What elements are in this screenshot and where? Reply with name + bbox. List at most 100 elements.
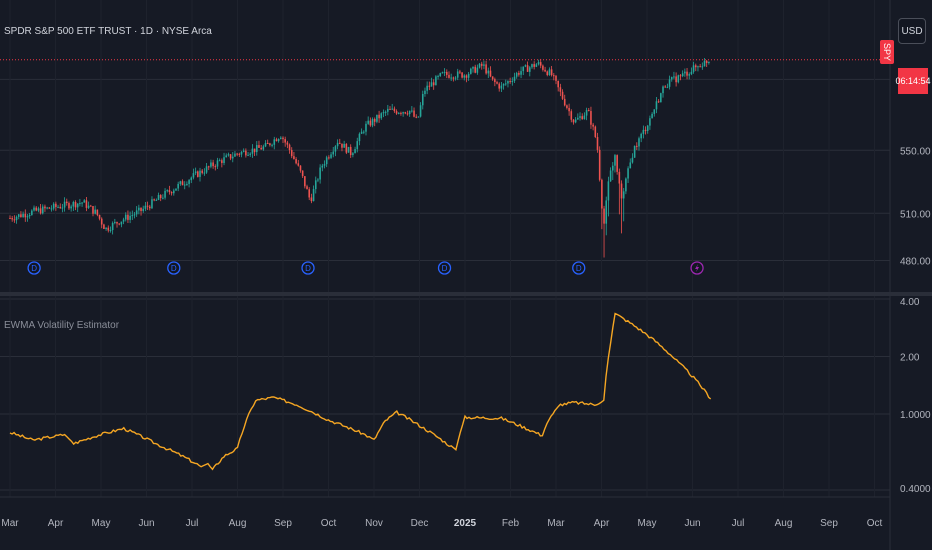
- candle-body: [131, 215, 134, 217]
- candle-body: [349, 146, 352, 156]
- candle-body: [28, 214, 31, 217]
- candle-body: [454, 77, 457, 79]
- price-candles: [9, 58, 710, 258]
- volatility-axis-ticks: 4.00 2.00 1.0000 0.4000: [900, 297, 931, 495]
- indicator-legend[interactable]: EWMA Volatility Estimator: [4, 320, 119, 331]
- candle-body: [140, 207, 142, 212]
- pane-separator[interactable]: [0, 292, 932, 296]
- dividend-D-circle-icon: [301, 261, 315, 275]
- candle-body: [166, 190, 169, 192]
- candle-body: [190, 177, 193, 181]
- candle-body: [177, 183, 179, 189]
- time-tick-label: Mar: [1, 518, 19, 529]
- candle-body: [22, 213, 24, 218]
- candle-body: [297, 163, 300, 166]
- candle-body: [681, 73, 684, 77]
- candle-body: [65, 201, 68, 204]
- candle-body: [15, 216, 18, 221]
- candle-body: [306, 186, 308, 190]
- candle-body: [61, 207, 64, 209]
- candle-body: [201, 170, 203, 173]
- candle-body: [708, 61, 710, 64]
- bar-countdown-label: 06:14:54: [895, 68, 931, 94]
- price-tick-label: 480.00: [900, 257, 931, 268]
- candle-body: [105, 227, 107, 230]
- candle-body: [129, 215, 131, 220]
- candle-body: [644, 129, 647, 131]
- time-axis-ticks: Mar Apr May Jun Jul Aug Sep Oct Nov Dec 2025 Feb Mar…: [1, 518, 882, 529]
- currency-button[interactable]: USD: [898, 18, 926, 44]
- candle-body: [555, 75, 557, 81]
- candle-body: [288, 144, 291, 151]
- candle-body: [70, 206, 72, 209]
- candle-body: [24, 213, 27, 218]
- time-tick-label: Jun: [138, 518, 154, 529]
- candle-body: [197, 171, 199, 177]
- candle-body: [207, 166, 210, 168]
- candle-body: [282, 137, 284, 140]
- candle-body: [173, 190, 175, 194]
- candle-body: [39, 208, 42, 214]
- candle-body: [330, 154, 332, 158]
- volatility-pane-gridlines: [0, 296, 890, 497]
- candle-body: [684, 71, 686, 74]
- price-axis-ticks: 550.00 510.00 480.00: [900, 146, 931, 267]
- candle-body: [245, 150, 247, 156]
- candle-body: [382, 112, 385, 114]
- candle-body: [153, 199, 155, 201]
- candle-body: [275, 139, 278, 142]
- candle-body: [598, 149, 601, 180]
- candle-body: [103, 224, 105, 230]
- candle-body: [491, 76, 494, 80]
- time-tick-label: 2025: [454, 518, 477, 529]
- candle-body: [183, 184, 186, 186]
- candle-body: [264, 142, 267, 147]
- candle-body: [314, 180, 317, 190]
- candle-body: [636, 145, 638, 147]
- candle-body: [159, 195, 162, 198]
- candle-body: [57, 206, 59, 208]
- candle-body: [319, 167, 321, 180]
- candle-body: [293, 156, 295, 160]
- candle-body: [301, 170, 304, 177]
- candle-body: [533, 64, 535, 67]
- time-tick-label: Jun: [684, 518, 700, 529]
- candle-body: [280, 137, 282, 139]
- candle-body: [360, 131, 363, 134]
- candle-body: [328, 157, 330, 159]
- candle-body: [675, 76, 677, 83]
- candle-body: [509, 81, 511, 83]
- candle-body: [677, 75, 680, 83]
- candle-body: [660, 93, 662, 103]
- candle-body: [697, 66, 699, 68]
- candle-body: [363, 131, 365, 133]
- candle-body: [487, 70, 490, 74]
- candle-body: [590, 111, 592, 125]
- candle-body: [666, 86, 669, 88]
- candle-body: [290, 150, 293, 157]
- candle-body: [446, 71, 448, 75]
- time-tick-label: Sep: [274, 518, 292, 529]
- candle-body: [118, 223, 120, 225]
- candle-body: [253, 148, 256, 153]
- time-tick-label: Dec: [411, 518, 429, 529]
- candle-body: [338, 142, 341, 144]
- candle-body: [476, 67, 479, 73]
- candle-body: [384, 111, 387, 113]
- candle-body: [358, 133, 361, 142]
- candle-body: [668, 79, 671, 87]
- candle-body: [664, 86, 666, 88]
- candle-body: [568, 107, 570, 112]
- candle-body: [251, 148, 254, 154]
- candle-body: [92, 206, 94, 214]
- candle-body: [17, 214, 20, 217]
- candle-body: [539, 62, 542, 66]
- candle-body: [518, 73, 520, 75]
- candle-body: [124, 214, 127, 220]
- symbol-legend[interactable]: SPDR S&P 500 ETF TRUST · 1D · NYSE Arca: [4, 26, 212, 37]
- candle-body: [205, 166, 208, 173]
- candle-body: [417, 116, 420, 118]
- candle-body: [524, 65, 527, 67]
